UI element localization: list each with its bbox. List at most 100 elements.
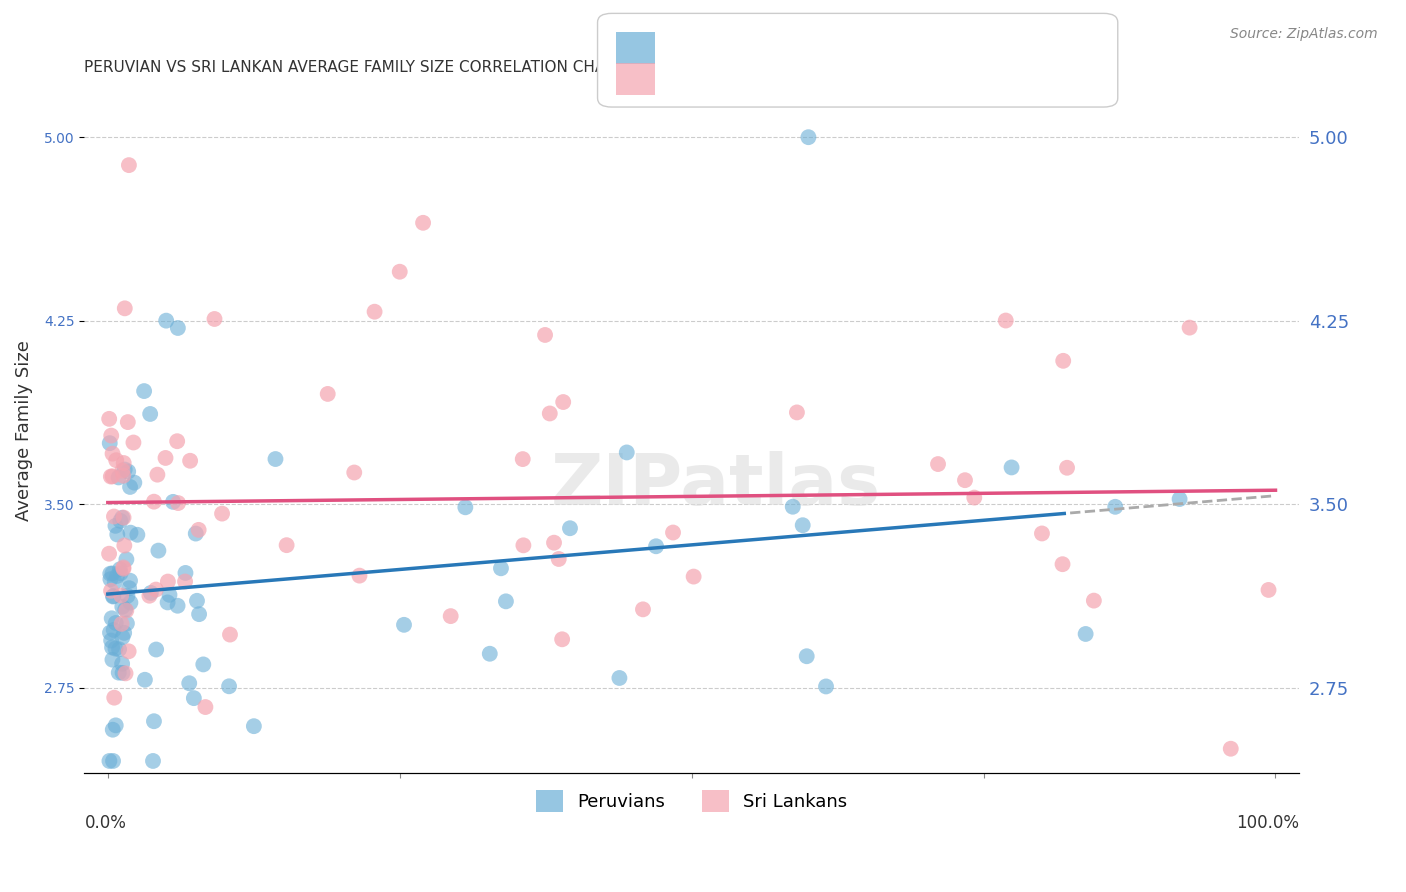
Sri Lankans bbox=[98, 547, 121, 561]
Sri Lankans bbox=[662, 525, 685, 540]
Peruvians bbox=[111, 510, 134, 524]
Sri Lankans bbox=[553, 395, 575, 409]
Sri Lankans bbox=[105, 453, 128, 467]
Sri Lankans bbox=[118, 158, 141, 172]
Sri Lankans bbox=[547, 552, 569, 566]
Sri Lankans bbox=[167, 496, 190, 510]
Peruvians bbox=[98, 625, 121, 640]
Peruvians bbox=[105, 527, 128, 541]
Sri Lankans bbox=[219, 627, 242, 641]
Sri Lankans bbox=[534, 328, 557, 343]
Text: R = 0.186   N = 86: R = 0.186 N = 86 bbox=[661, 58, 818, 76]
Peruvians bbox=[162, 495, 184, 509]
Peruvians bbox=[815, 680, 838, 694]
Peruvians bbox=[797, 130, 820, 145]
Sri Lankans bbox=[179, 454, 201, 468]
Peruvians bbox=[392, 617, 415, 632]
Peruvians bbox=[104, 718, 127, 732]
Sri Lankans bbox=[98, 412, 121, 426]
Text: ZIPatlas: ZIPatlas bbox=[551, 451, 882, 520]
Text: PERUVIAN VS SRI LANKAN AVERAGE FAMILY SIZE CORRELATION CHART: PERUVIAN VS SRI LANKAN AVERAGE FAMILY SI… bbox=[84, 60, 624, 75]
Peruvians bbox=[101, 566, 124, 581]
Sri Lankans bbox=[156, 574, 179, 589]
Text: R = 0.185   N = 70: R = 0.185 N = 70 bbox=[661, 89, 818, 107]
Peruvians bbox=[1074, 627, 1097, 641]
Peruvians bbox=[243, 719, 266, 733]
Peruvians bbox=[179, 676, 201, 690]
Peruvians bbox=[495, 594, 517, 608]
Peruvians bbox=[111, 665, 134, 680]
Peruvians bbox=[100, 633, 122, 648]
Peruvians bbox=[142, 754, 165, 768]
Sri Lankans bbox=[276, 538, 298, 552]
Peruvians bbox=[101, 754, 124, 768]
Peruvians bbox=[1000, 460, 1022, 475]
Peruvians bbox=[134, 673, 156, 687]
Sri Lankans bbox=[117, 415, 139, 429]
Peruvians bbox=[120, 596, 142, 610]
Peruvians bbox=[148, 543, 170, 558]
Peruvians bbox=[167, 321, 190, 335]
Peruvians bbox=[98, 436, 121, 450]
Peruvians bbox=[118, 581, 141, 595]
Sri Lankans bbox=[1056, 460, 1078, 475]
Peruvians bbox=[174, 566, 197, 580]
Sri Lankans bbox=[100, 428, 122, 442]
Legend: Peruvians, Sri Lankans: Peruvians, Sri Lankans bbox=[529, 782, 855, 819]
Sri Lankans bbox=[112, 468, 135, 483]
Peruvians bbox=[156, 595, 179, 609]
Peruvians bbox=[120, 480, 142, 494]
Sri Lankans bbox=[122, 435, 145, 450]
Peruvians bbox=[218, 679, 240, 693]
Peruvians bbox=[101, 723, 124, 737]
Sri Lankans bbox=[110, 589, 132, 603]
Sri Lankans bbox=[1219, 741, 1241, 756]
Sri Lankans bbox=[349, 568, 371, 582]
Sri Lankans bbox=[100, 583, 122, 598]
Peruvians bbox=[184, 526, 207, 541]
Sri Lankans bbox=[110, 616, 132, 631]
Peruvians bbox=[105, 569, 128, 583]
Peruvians bbox=[193, 657, 215, 672]
Peruvians bbox=[115, 616, 138, 631]
Sri Lankans bbox=[551, 632, 574, 647]
Peruvians bbox=[118, 574, 141, 588]
Sri Lankans bbox=[1052, 354, 1074, 368]
Peruvians bbox=[124, 475, 146, 490]
Peruvians bbox=[108, 562, 131, 576]
Sri Lankans bbox=[101, 469, 124, 483]
Peruvians bbox=[143, 714, 166, 729]
Peruvians bbox=[155, 313, 177, 327]
Sri Lankans bbox=[1178, 320, 1201, 334]
Peruvians bbox=[114, 462, 136, 476]
Peruvians bbox=[108, 642, 131, 657]
Sri Lankans bbox=[114, 666, 136, 681]
Sri Lankans bbox=[103, 509, 125, 524]
Peruvians bbox=[558, 521, 581, 535]
Sri Lankans bbox=[112, 456, 135, 470]
Text: 0.0%: 0.0% bbox=[84, 814, 127, 832]
Sri Lankans bbox=[211, 507, 233, 521]
Sri Lankans bbox=[115, 604, 138, 618]
Peruvians bbox=[103, 623, 125, 637]
Peruvians bbox=[101, 640, 124, 655]
Peruvians bbox=[1168, 491, 1191, 506]
Peruvians bbox=[110, 566, 132, 581]
Sri Lankans bbox=[111, 464, 134, 478]
Peruvians bbox=[1104, 500, 1126, 514]
Peruvians bbox=[796, 649, 818, 664]
Sri Lankans bbox=[538, 407, 561, 421]
Sri Lankans bbox=[101, 447, 124, 461]
Peruvians bbox=[111, 657, 134, 671]
Sri Lankans bbox=[363, 304, 385, 318]
Sri Lankans bbox=[512, 538, 534, 552]
Sri Lankans bbox=[631, 602, 654, 616]
Peruvians bbox=[101, 653, 124, 667]
Peruvians bbox=[616, 445, 638, 459]
Sri Lankans bbox=[112, 539, 135, 553]
Sri Lankans bbox=[994, 313, 1017, 327]
Sri Lankans bbox=[174, 574, 197, 589]
Sri Lankans bbox=[100, 469, 122, 483]
Sri Lankans bbox=[543, 535, 565, 549]
Sri Lankans bbox=[440, 609, 463, 624]
